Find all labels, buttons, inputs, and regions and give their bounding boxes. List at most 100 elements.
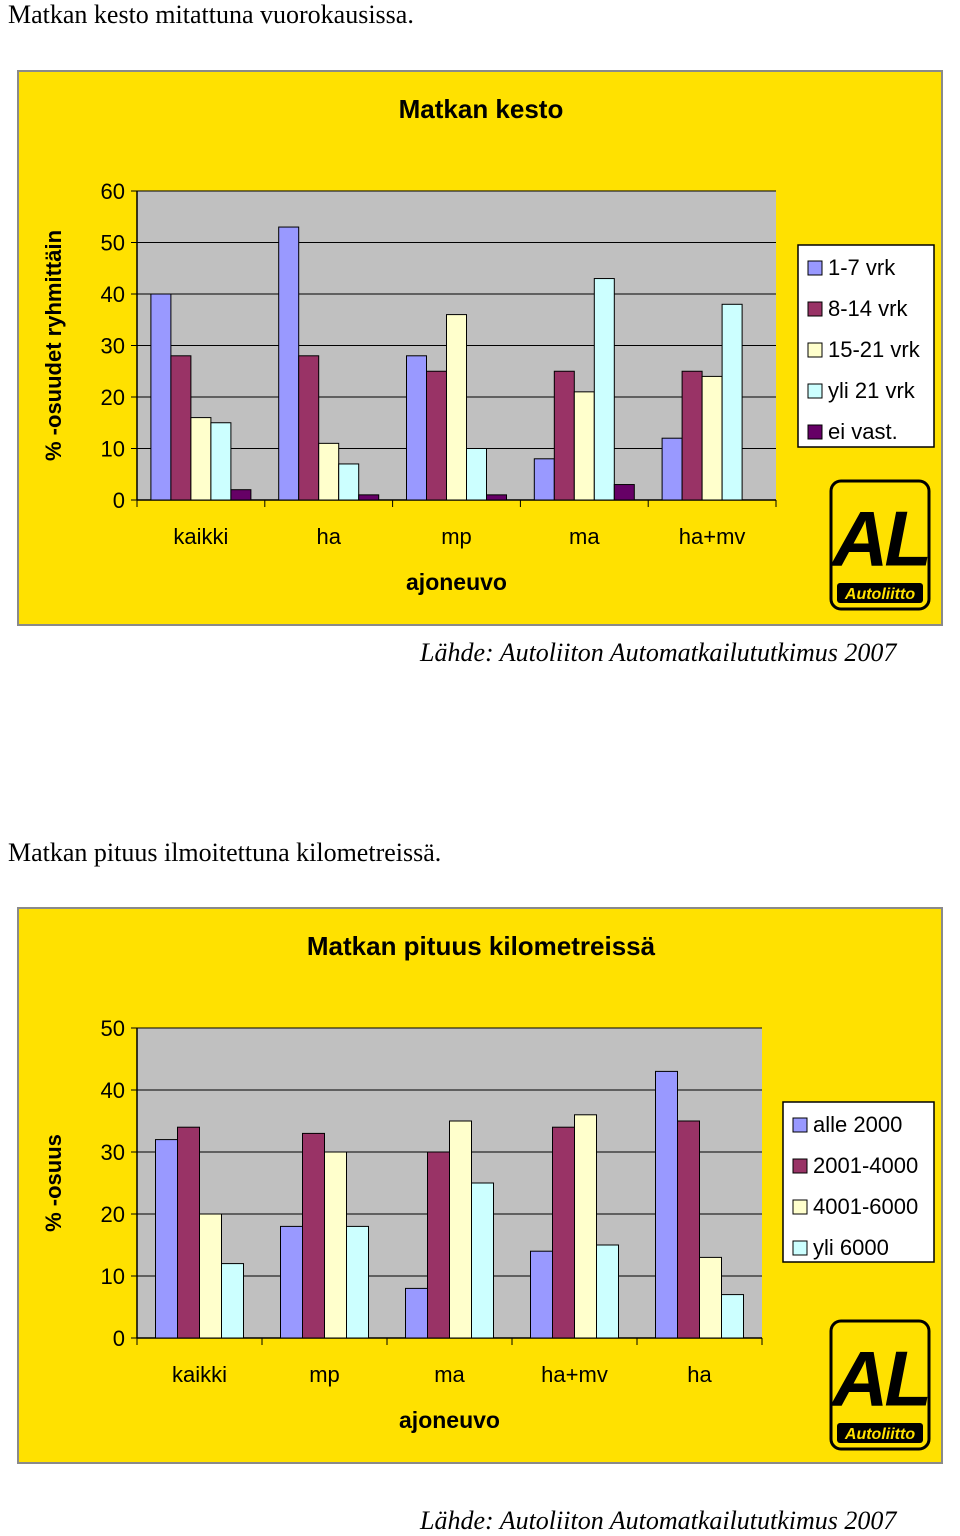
chart1-bar — [593, 278, 615, 501]
chart1-bar — [230, 489, 252, 501]
chart2-bar — [552, 1126, 575, 1339]
chart2-bar — [346, 1225, 369, 1339]
chart1-legend-swatch — [807, 383, 823, 399]
chart1-legend-swatch — [807, 424, 823, 440]
chart1-bar — [298, 355, 320, 501]
chart1-legend-label: yli 21 vrk — [828, 378, 916, 403]
chart1-x-axis-label: ajoneuvo — [406, 569, 507, 595]
chart1-y-tick-label: 0 — [113, 488, 125, 513]
chart1-bar — [318, 442, 340, 501]
source-note-length: Lähde: Autoliiton Automatkailututkimus 2… — [420, 1506, 897, 1535]
chart-duration: Matkan kesto 0 10 20 30 40 50 60 kaikki ha mp ma ha+… — [41, 94, 935, 611]
chart1-bar — [446, 314, 467, 501]
chart2-x-tick-label: kaikki — [172, 1362, 227, 1387]
chart1-bar — [170, 355, 192, 501]
chart1-y-tick-label: 20 — [101, 385, 125, 410]
chart1-bar — [573, 391, 595, 501]
chart1-bar — [613, 484, 635, 501]
chart2-bar — [427, 1151, 450, 1339]
chart-length: Matkan pituus kilometreissä 0 10 20 30 40 50 ka… — [41, 931, 935, 1451]
chart-panel-duration: Matkan kesto 0 10 20 30 40 50 60 kaikki ha mp ma ha+… — [17, 70, 943, 626]
chart2-legend-swatch — [792, 1158, 808, 1174]
chart2-y-tick-label: 40 — [101, 1078, 125, 1103]
chart2-y-axis-label: % -osuus — [41, 1134, 66, 1232]
chart1-bar — [721, 303, 743, 501]
chart2-title: Matkan pituus kilometreissä — [307, 931, 656, 961]
chart2-x-tick-label: ha — [687, 1362, 712, 1387]
chart2-logo-banner — [837, 1423, 923, 1443]
chart2-bar — [471, 1182, 494, 1339]
chart2-bar — [177, 1126, 200, 1339]
chart2-x-tick-label: mp — [309, 1362, 340, 1387]
chart2-legend-label: 2001-4000 — [813, 1153, 918, 1178]
chart1-legend-label: ei vast. — [828, 419, 898, 444]
chart1-bar — [278, 226, 300, 501]
chart2-logo-frame — [829, 1319, 931, 1451]
chart1-bar — [338, 463, 360, 501]
chart1-legend-label: 8-14 vrk — [828, 296, 908, 321]
chart1-y-tick-label: 40 — [101, 282, 125, 307]
chart1-y-axis-label: % -osuudet ryhmittäin — [41, 230, 66, 461]
chart1-y-tick-label: 30 — [101, 334, 125, 359]
chart2-legend-label: 4001-6000 — [813, 1194, 918, 1219]
chart1-bar — [210, 422, 232, 501]
chart1-bar — [426, 370, 447, 501]
chart1-legend-label: 15-21 vrk — [828, 337, 921, 362]
chart1-bar — [533, 458, 555, 501]
chart1-y-tick-label: 10 — [101, 437, 125, 462]
chart1-title: Matkan kesto — [399, 94, 564, 124]
heading-trip-length: Matkan pituus ilmoitettuna kilometreissä… — [8, 838, 442, 867]
chart1-x-tick-label: ma — [569, 524, 600, 549]
chart2-bar — [677, 1120, 700, 1339]
chart2-bar — [221, 1263, 244, 1339]
chart2-legend-label: yli 6000 — [813, 1235, 889, 1260]
chart2-bar — [699, 1256, 722, 1339]
chart1-bar — [553, 370, 575, 501]
chart2-legend-label: alle 2000 — [813, 1112, 902, 1137]
chart1-bar — [466, 448, 487, 501]
chart-panel-length: Matkan pituus kilometreissä 0 10 20 30 40 50 ka… — [17, 907, 943, 1464]
chart2-bar — [302, 1132, 325, 1339]
chart2-y-tick-label: 30 — [101, 1140, 125, 1165]
chart2-bar — [655, 1070, 678, 1339]
chart2-bar — [596, 1244, 619, 1339]
chart1-bar — [406, 355, 427, 501]
chart1-bar — [681, 370, 703, 501]
chart2-bar — [280, 1225, 303, 1339]
chart1-logo-frame — [829, 479, 931, 611]
chart2-y-tick-label: 20 — [101, 1202, 125, 1227]
chart2-legend-swatch — [792, 1199, 808, 1215]
source-note-duration: Lähde: Autoliiton Automatkailututkimus 2… — [420, 638, 897, 667]
chart1-bar — [190, 417, 212, 501]
chart2-bar — [449, 1120, 472, 1339]
chart2-logo-subtext: Autoliitto — [844, 1426, 915, 1443]
chart1-bar — [701, 375, 723, 501]
chart1-legend-label: 1-7 vrk — [828, 255, 896, 280]
chart1-logo-subtext: Autoliitto — [844, 586, 915, 603]
chart1-bar — [661, 437, 683, 501]
chart1-x-tick-label: ha — [316, 524, 341, 549]
chart1-bar — [358, 494, 380, 501]
chart2-bar — [405, 1287, 428, 1339]
heading-trip-duration: Matkan kesto mitattuna vuorokausissa. — [8, 0, 414, 29]
chart1-logo-banner — [837, 583, 923, 603]
chart2-y-tick-label: 0 — [113, 1326, 125, 1351]
chart2-bar — [324, 1151, 347, 1339]
chart2-legend-swatch — [792, 1117, 808, 1133]
chart2-y-tick-label: 10 — [101, 1264, 125, 1289]
chart2-x-tick-label: ma — [434, 1362, 465, 1387]
chart1-legend-swatch — [807, 260, 823, 276]
chart2-y-tick-label: 50 — [101, 1016, 125, 1041]
chart1-x-tick-label: ha+mv — [679, 524, 746, 549]
chart1-bar — [150, 293, 172, 501]
chart1-logo-mark: AL — [830, 494, 928, 582]
chart2-logo-mark: AL — [830, 1334, 928, 1422]
chart2-x-axis-label: ajoneuvo — [399, 1407, 500, 1433]
chart1-y-tick-label: 60 — [101, 179, 125, 204]
chart2-legend-swatch — [792, 1240, 808, 1256]
chart1-x-tick-label: kaikki — [173, 524, 228, 549]
chart2-bar — [155, 1139, 178, 1339]
chart1-bar — [486, 494, 507, 501]
chart1-legend-swatch — [807, 301, 823, 317]
chart2-bar — [721, 1294, 744, 1339]
